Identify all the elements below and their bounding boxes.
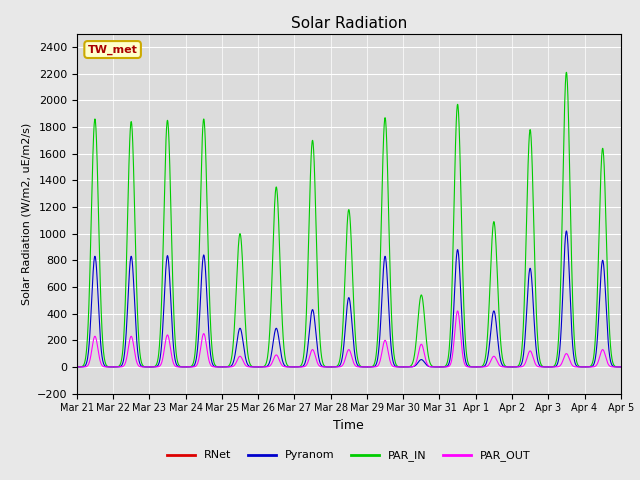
Line: PAR_IN: PAR_IN [77, 72, 621, 367]
PAR_OUT [365, 364, 372, 370]
Pyranom [225, 364, 232, 370]
PAR_IN [376, 264, 384, 270]
PAR_IN [563, 70, 570, 75]
PAR_OUT [569, 363, 577, 369]
Pyranom [584, 364, 592, 370]
Pyranom [365, 364, 372, 370]
Line: PAR_OUT: PAR_OUT [77, 311, 621, 367]
Pyranom [73, 364, 81, 370]
Text: TW_met: TW_met [88, 44, 138, 55]
Pyranom [563, 228, 570, 234]
PAR_IN [617, 364, 625, 370]
PAR_OUT [225, 364, 232, 370]
PAR_OUT [376, 358, 384, 363]
PAR_IN [225, 363, 232, 369]
Y-axis label: Solar Radiation (W/m2, uE/m2/s): Solar Radiation (W/m2, uE/m2/s) [21, 122, 31, 305]
PAR_IN [507, 364, 515, 370]
PAR_OUT [617, 364, 625, 370]
PAR_OUT [454, 308, 461, 314]
PAR_OUT [584, 364, 592, 370]
PAR_IN [73, 364, 81, 370]
Title: Solar Radiation: Solar Radiation [291, 16, 407, 31]
PAR_IN [365, 364, 372, 370]
Line: Pyranom: Pyranom [77, 231, 621, 367]
PAR_IN [569, 306, 577, 312]
Pyranom [507, 364, 515, 370]
X-axis label: Time: Time [333, 419, 364, 432]
Line: RNet: RNet [77, 467, 621, 480]
PAR_OUT [73, 364, 81, 370]
Pyranom [570, 348, 577, 354]
PAR_IN [584, 364, 592, 370]
Pyranom [400, 364, 408, 370]
RNet [563, 464, 570, 470]
PAR_OUT [507, 364, 515, 370]
Legend: RNet, Pyranom, PAR_IN, PAR_OUT: RNet, Pyranom, PAR_IN, PAR_OUT [163, 446, 534, 466]
Pyranom [376, 328, 384, 334]
Pyranom [617, 364, 625, 370]
